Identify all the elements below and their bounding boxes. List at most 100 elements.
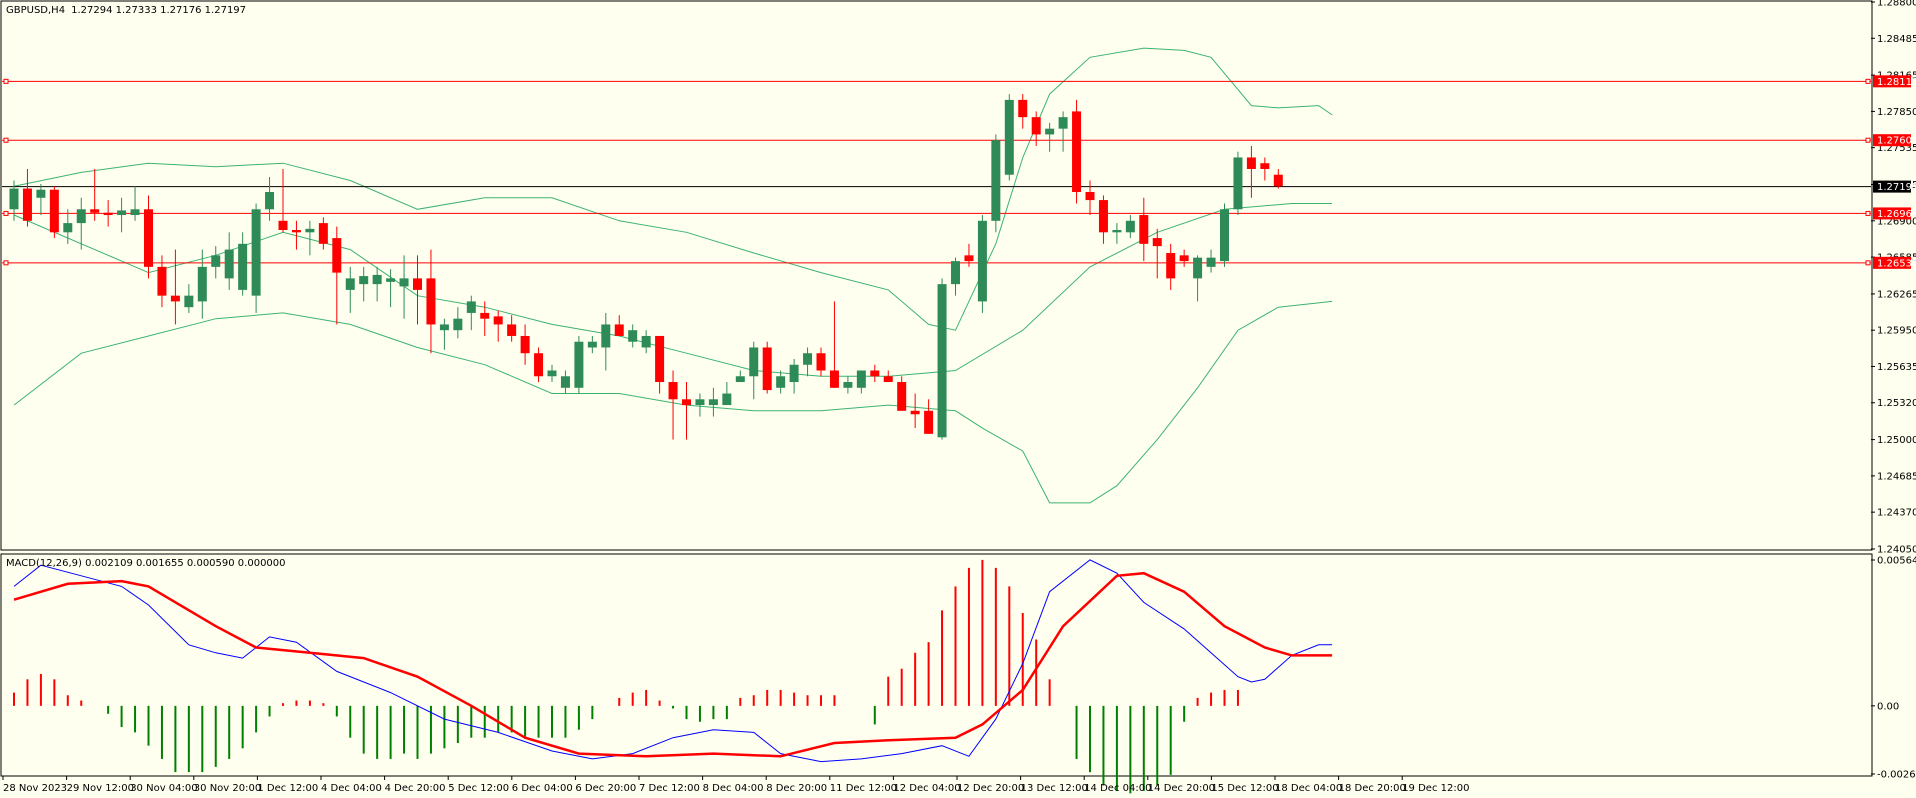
level-anchor[interactable] xyxy=(1865,210,1871,216)
candle xyxy=(1246,145,1256,198)
candle-body xyxy=(1098,200,1108,233)
time-tick-label: 4 Dec 20:00 xyxy=(385,783,446,794)
candle-body xyxy=(480,312,490,319)
time-tick-label: 18 Dec 20:00 xyxy=(1339,783,1406,794)
candle xyxy=(493,310,503,342)
macd-pane[interactable]: 0.005647 0.00 -0.002606 MACD(12,26,9) 0.00… xyxy=(0,553,1916,794)
candle-body xyxy=(251,209,261,296)
time-tick-label: 8 Dec 04:00 xyxy=(703,783,764,794)
candle xyxy=(1098,195,1108,244)
candle-body xyxy=(1179,255,1189,262)
candle-body xyxy=(399,278,409,287)
candle-body xyxy=(493,316,503,325)
candle xyxy=(22,168,32,227)
price-tick-label: 1.25635 xyxy=(1877,362,1916,373)
candle xyxy=(278,168,288,233)
candle-body xyxy=(413,278,422,290)
candle xyxy=(318,217,328,250)
candle-body xyxy=(977,220,987,302)
candle xyxy=(1152,228,1162,279)
price-tick-label: 1.26265 xyxy=(1877,289,1916,300)
candle-body xyxy=(1233,157,1243,210)
candle-body xyxy=(144,209,153,267)
level-price-tag xyxy=(1873,134,1911,147)
candle-body xyxy=(776,376,786,388)
candle xyxy=(345,266,355,313)
candle xyxy=(480,301,490,336)
candle xyxy=(1112,223,1122,244)
level-price-label: 1.27600 xyxy=(1877,136,1916,147)
time-tick-label: 29 Nov 12:00 xyxy=(67,783,134,794)
candle xyxy=(682,382,691,440)
candle-body xyxy=(170,295,180,302)
candle xyxy=(170,249,180,325)
price-tick-label: 1.25320 xyxy=(1877,398,1916,409)
candle xyxy=(883,370,893,383)
macd-axis: 0.005647 0.00 -0.002606 xyxy=(1871,556,1916,781)
candle xyxy=(991,134,1001,233)
time-tick-label: 14 Dec 04:00 xyxy=(1084,783,1151,794)
price-axis: 1.288001.284851.281651.278501.275351.272… xyxy=(1871,0,1916,556)
candle xyxy=(816,347,826,377)
candle xyxy=(708,387,718,417)
candle xyxy=(507,315,517,342)
candle-body xyxy=(466,301,476,313)
time-tick-label: 14 Dec 20:00 xyxy=(1148,783,1215,794)
candle-body xyxy=(641,335,651,348)
candle-body xyxy=(1058,117,1068,129)
price-pane[interactable]: 1.288001.284851.281651.278501.275351.272… xyxy=(0,0,1916,556)
candle-body xyxy=(1152,238,1162,247)
candle xyxy=(951,257,960,296)
candle-body xyxy=(816,353,826,371)
candle xyxy=(1004,94,1014,181)
level-anchor[interactable] xyxy=(1865,260,1871,266)
time-tick-label: 12 Dec 04:00 xyxy=(893,783,960,794)
macd-pane-frame xyxy=(0,553,1873,777)
candle xyxy=(641,330,651,354)
level-anchor[interactable] xyxy=(3,210,9,216)
candle-body xyxy=(870,370,880,377)
macd-tick-label: -0.002606 xyxy=(1877,770,1916,781)
candle-body xyxy=(991,140,1001,221)
level-anchor[interactable] xyxy=(1865,137,1871,143)
candle xyxy=(655,335,665,394)
candle xyxy=(184,284,194,313)
candle-body xyxy=(735,376,745,383)
candle xyxy=(560,370,570,394)
candle xyxy=(1125,215,1135,239)
price-pane-frame xyxy=(0,0,1873,551)
level-anchor[interactable] xyxy=(3,260,9,266)
candle xyxy=(439,318,449,350)
candle-body xyxy=(897,382,907,411)
candle-body xyxy=(560,376,570,388)
candle-body xyxy=(184,295,194,308)
candle-body xyxy=(574,341,584,388)
candle-body xyxy=(211,255,221,267)
horizontal-levels[interactable] xyxy=(2,78,1871,266)
candle-body xyxy=(224,249,234,279)
candle xyxy=(1260,157,1270,181)
candle xyxy=(1139,197,1149,262)
level-anchor[interactable] xyxy=(1865,78,1871,84)
candle-body xyxy=(937,284,947,438)
level-anchor[interactable] xyxy=(3,78,9,84)
candle-body xyxy=(359,276,369,285)
level-price-tag xyxy=(1873,256,1911,269)
candle xyxy=(1045,122,1055,152)
price-tick-label: 1.28800 xyxy=(1877,0,1916,9)
time-tick-label: 19 Dec 12:00 xyxy=(1402,783,1469,794)
candle xyxy=(211,246,221,279)
symbol-header: GBPUSD,H4 1.27294 1.27333 1.27176 1.27197 xyxy=(6,5,246,16)
candle-body xyxy=(789,364,799,383)
candle-body xyxy=(883,376,893,383)
candle xyxy=(695,393,705,417)
candle xyxy=(399,255,409,319)
candle xyxy=(803,347,813,377)
macd-signal-line xyxy=(13,571,1333,758)
candle-body xyxy=(9,188,19,210)
candle xyxy=(843,376,853,394)
candle xyxy=(332,226,342,325)
candle xyxy=(614,315,624,336)
level-anchor[interactable] xyxy=(3,137,9,143)
